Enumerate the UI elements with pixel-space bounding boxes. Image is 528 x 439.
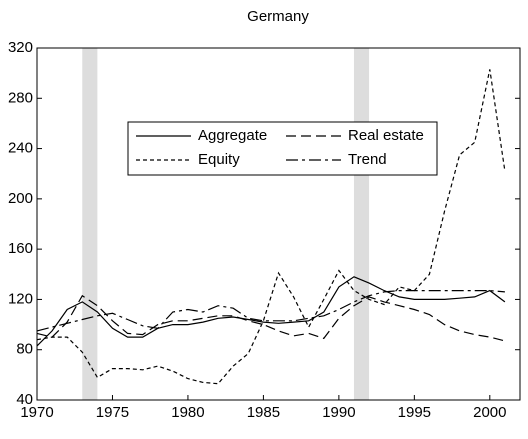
y-tick-label: 80 xyxy=(16,341,33,358)
x-tick-label: 2000 xyxy=(473,404,506,421)
x-tick-label: 1970 xyxy=(20,404,53,421)
x-tick-label: 1995 xyxy=(398,404,431,421)
legend-label: Equity xyxy=(198,151,240,168)
x-tick-label: 1980 xyxy=(171,404,204,421)
series-line xyxy=(36,276,506,347)
legend-label: Aggregate xyxy=(198,127,267,144)
chart-title: Germany xyxy=(247,8,309,25)
legend-label: Trend xyxy=(348,151,387,168)
plot-frame xyxy=(36,47,521,401)
recession-band xyxy=(353,48,370,400)
y-tick-label: 160 xyxy=(8,240,33,257)
series-line xyxy=(36,290,505,332)
recession-band xyxy=(82,48,98,400)
y-tick-label: 320 xyxy=(8,39,33,56)
legend-label: Real estate xyxy=(348,127,424,144)
x-tick-label: 1990 xyxy=(322,404,355,421)
series-line xyxy=(36,294,506,342)
legend-box xyxy=(127,121,438,176)
y-tick-label: 40 xyxy=(16,391,33,408)
y-tick-label: 120 xyxy=(8,290,33,307)
y-tick-label: 200 xyxy=(8,190,33,207)
x-tick-label: 1975 xyxy=(96,404,129,421)
y-tick-label: 280 xyxy=(8,89,33,106)
series-line xyxy=(36,69,506,385)
x-tick-label: 1985 xyxy=(247,404,280,421)
y-tick-label: 240 xyxy=(8,140,33,157)
